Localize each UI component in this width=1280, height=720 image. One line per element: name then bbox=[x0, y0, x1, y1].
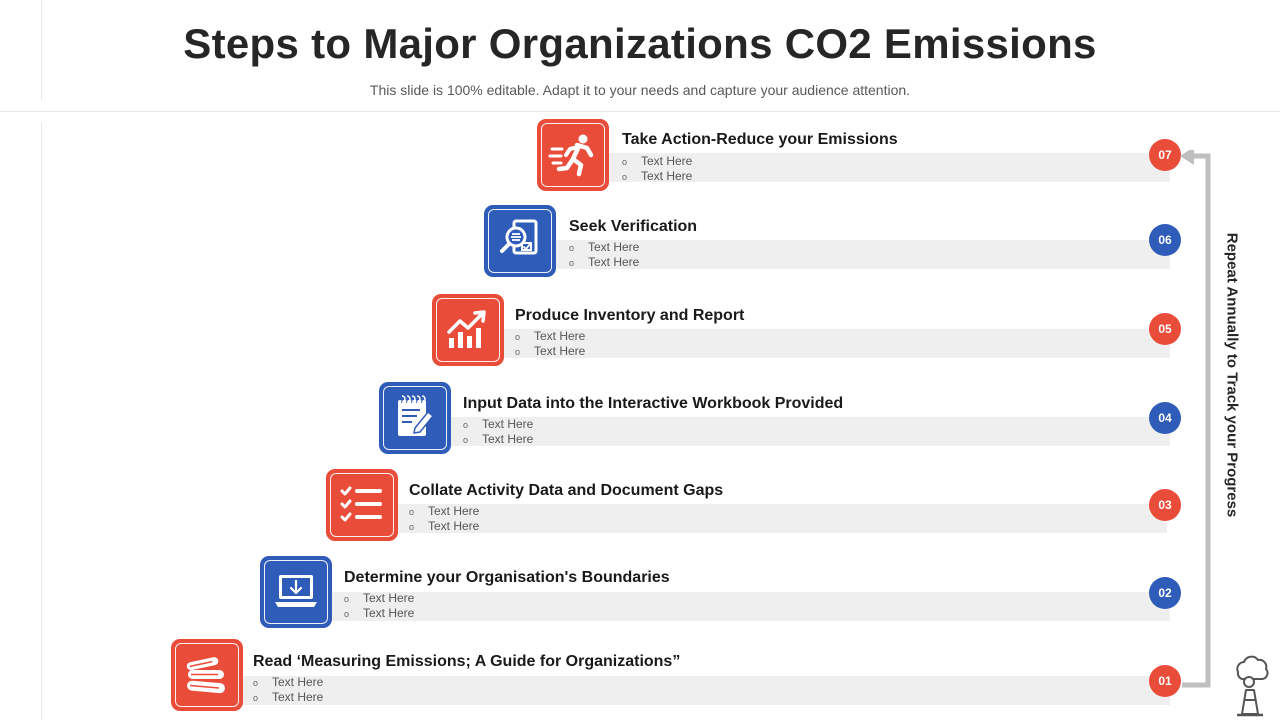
repeat-arrow bbox=[1180, 150, 1211, 688]
step-band bbox=[609, 153, 1170, 182]
step-bullets: o Text Here o Text Here bbox=[463, 417, 533, 447]
bullet-item: o Text Here bbox=[515, 329, 586, 343]
left-guide-line-top bbox=[41, 0, 42, 100]
step-bullets: o Text Here o Text Here bbox=[409, 504, 479, 534]
bullet-item: o Text Here bbox=[463, 417, 534, 431]
step-number-badge-01: 01 bbox=[1149, 665, 1181, 697]
bullet-item: o Text Here bbox=[253, 675, 324, 689]
step-number-badge-07: 07 bbox=[1149, 139, 1181, 171]
factory-chimney-icon bbox=[1236, 655, 1269, 717]
growth-chart-icon bbox=[447, 310, 486, 348]
bullet-item: o Text Here bbox=[253, 690, 324, 704]
step-number-badge-06: 06 bbox=[1149, 224, 1181, 256]
header-divider bbox=[0, 111, 1280, 112]
step-icon-tile bbox=[379, 382, 451, 454]
step-bullets: o Text Here o Text Here bbox=[515, 329, 585, 359]
step-title: Take Action-Reduce your Emissions bbox=[622, 131, 898, 148]
step-title: Produce Inventory and Report bbox=[515, 307, 745, 324]
bullet-item: o Text Here bbox=[463, 432, 534, 446]
bullet-item: o Text Here bbox=[515, 344, 586, 358]
running-man-icon bbox=[548, 134, 594, 177]
bullet-item: o Text Here bbox=[409, 504, 480, 518]
step-band bbox=[556, 240, 1170, 269]
step-title: Determine your Organisation's Boundaries bbox=[344, 569, 670, 586]
step-bullets: o Text Here o Text Here bbox=[253, 675, 323, 705]
step-bullets: o Text Here o Text Here bbox=[622, 154, 692, 184]
bullet-item: o Text Here bbox=[622, 169, 693, 183]
document-magnifier-icon bbox=[500, 219, 538, 255]
bullet-item: o Text Here bbox=[344, 591, 415, 605]
step-title: Read ‘Measuring Emissions; A Guide for O… bbox=[253, 653, 681, 670]
step-icon-tile bbox=[537, 119, 609, 191]
step-band bbox=[398, 504, 1167, 533]
bullet-item: o Text Here bbox=[622, 154, 693, 168]
step-icon-tile bbox=[484, 205, 556, 277]
step-icon-tile bbox=[432, 294, 504, 366]
step-title: Collate Activity Data and Document Gaps bbox=[409, 482, 724, 499]
step-title: Input Data into the Interactive Workbook… bbox=[463, 395, 844, 412]
step-number-badge-05: 05 bbox=[1149, 313, 1181, 345]
laptop-download-icon bbox=[275, 575, 317, 607]
repeat-annually-label: Repeat Annually to Track your Progress bbox=[1223, 232, 1241, 518]
step-number-badge-03: 03 bbox=[1149, 489, 1181, 521]
slide-subtitle: This slide is 100% editable. Adapt it to… bbox=[369, 82, 911, 98]
bullet-item: o Text Here bbox=[409, 519, 480, 533]
notepad-pencil-icon bbox=[398, 395, 435, 436]
checklist-icon bbox=[340, 486, 382, 522]
step-number-badge-04: 04 bbox=[1149, 402, 1181, 434]
bullet-item: o Text Here bbox=[569, 255, 640, 269]
step-number-badge-02: 02 bbox=[1149, 577, 1181, 609]
step-band bbox=[451, 417, 1170, 446]
slide-title: Steps to Major Organizations CO2 Emissio… bbox=[183, 20, 1097, 67]
step-band bbox=[332, 592, 1170, 621]
step-title: Seek Verification bbox=[569, 218, 698, 235]
step-band bbox=[504, 329, 1170, 358]
bullet-item: o Text Here bbox=[569, 240, 640, 254]
bullet-item: o Text Here bbox=[344, 606, 415, 620]
step-bullets: o Text Here o Text Here bbox=[569, 240, 639, 270]
step-icon-tile bbox=[326, 469, 398, 541]
left-guide-line-bottom bbox=[41, 123, 42, 720]
step-icon-tile bbox=[260, 556, 332, 628]
step-icon-tile bbox=[171, 639, 243, 711]
step-band bbox=[243, 676, 1170, 705]
step-bullets: o Text Here o Text Here bbox=[344, 591, 414, 621]
books-icon bbox=[186, 657, 225, 694]
